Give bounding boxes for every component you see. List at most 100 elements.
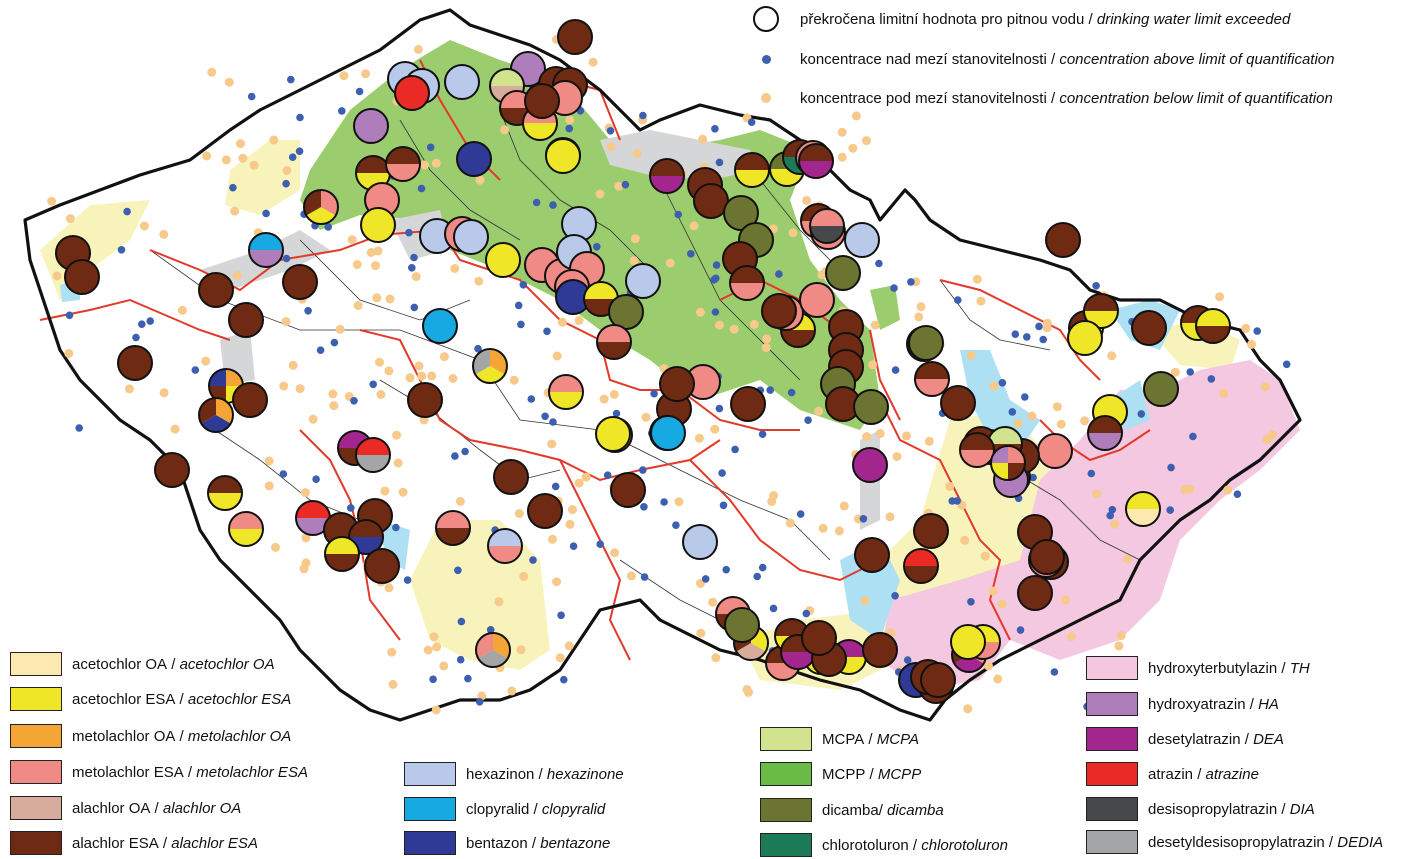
below-loq-dot (232, 271, 242, 280)
pie-slice (660, 367, 694, 401)
sample-pie (524, 83, 560, 119)
above-loq-dot (569, 542, 578, 550)
below-loq-dot (1262, 434, 1272, 444)
below-loq-dot (1052, 402, 1062, 412)
below-loq-dot (439, 661, 449, 671)
pie-outline (64, 259, 100, 295)
sample-pie (809, 208, 845, 244)
below-loq-dot (413, 44, 423, 54)
legend-label-en: DEA (1253, 730, 1284, 748)
pie-outline (360, 207, 396, 243)
below-loq-dot (993, 674, 1003, 684)
below-loq-dot (47, 196, 57, 206)
below-loq-dot (159, 229, 169, 239)
legend-label: acetochlor ESA (72, 690, 176, 708)
above-loq-dot (1039, 335, 1047, 344)
pie-outline (852, 447, 888, 483)
pie-slice (556, 280, 590, 314)
below-loq-dot (581, 472, 591, 482)
above-loq-dot (146, 317, 154, 325)
sample-pie (950, 624, 986, 660)
above-loq-dot (410, 303, 419, 312)
pie-slice (800, 283, 834, 317)
pie-outline (364, 548, 400, 584)
pie-slice (155, 453, 189, 487)
pie-slice (597, 325, 631, 342)
pie-slice (915, 379, 949, 396)
pie-outline (809, 208, 845, 244)
pie-slice (1068, 321, 1102, 355)
pie-slice (118, 346, 152, 380)
pie-slice (1126, 509, 1160, 526)
pie-slice (914, 514, 948, 548)
pie-outline (324, 536, 360, 572)
above-loq-dot (804, 416, 812, 425)
pie-outline (908, 325, 944, 361)
above-loq-dot (674, 210, 682, 219)
below-loq-dot (387, 647, 397, 657)
legend-label-en: HA (1258, 695, 1279, 713)
below-loq-dot (862, 432, 872, 442)
pie-slice (731, 387, 765, 421)
below-loq-dot (1056, 419, 1066, 429)
pie-slice (724, 196, 758, 230)
pie-slice (229, 303, 263, 337)
above-loq-dot (891, 592, 899, 600)
below-loq-dot (236, 139, 245, 149)
sample-pie (1131, 310, 1167, 346)
pie-slice (349, 520, 383, 537)
sample-pie (913, 513, 949, 549)
pie-slice (361, 208, 395, 242)
pie-slice (209, 369, 226, 386)
pie-outline (734, 152, 770, 188)
legend-label-en: metolachlor OA (187, 727, 292, 745)
below-loq-dot (868, 360, 878, 370)
above-loq-dot (593, 243, 601, 251)
above-loq-dot (603, 471, 612, 480)
swatch-acetochlor-oa (10, 652, 62, 676)
legend-item: atrazin / atrazine (1086, 762, 1259, 786)
below-loq-dot (785, 518, 795, 528)
below-loq-dot (710, 424, 720, 434)
below-loq-dot (494, 597, 504, 607)
legend-label: MCPA (822, 730, 865, 748)
below-loq-dot (1185, 484, 1195, 494)
pie-slice (915, 362, 949, 379)
below-loq-dot (848, 143, 858, 153)
below-loq-dot (514, 509, 524, 518)
pie-outline (1029, 539, 1065, 575)
area-gray-north (600, 130, 760, 180)
below-loq-dot (588, 57, 598, 67)
pie-outline (472, 348, 508, 384)
legend-label: metolachlor ESA (72, 763, 184, 781)
legend-label-en: hexazinone (546, 765, 624, 783)
pie-slice (488, 546, 522, 563)
sample-pie (303, 189, 339, 225)
sample-pie (527, 493, 563, 529)
sample-pie (729, 265, 765, 301)
above-loq-dot (1011, 330, 1020, 339)
below-loq-dot (694, 433, 704, 443)
below-loq-dot (1013, 419, 1023, 428)
above-loq-dot (543, 327, 551, 336)
below-loq-dot (432, 642, 442, 652)
above-loq-dot (1253, 327, 1261, 335)
legend-item: hydroxyatrazin / HA (1086, 692, 1279, 716)
pie-slice (735, 153, 769, 170)
legend-label: hydroxyatrazin (1148, 695, 1246, 713)
pie-slice (457, 142, 491, 176)
below-loq-dot (972, 274, 982, 284)
pie-slice (921, 663, 955, 697)
above-loq-dot (1167, 463, 1175, 472)
above-loq-dot (890, 284, 898, 292)
below-loq-dot (564, 641, 574, 651)
above-loq-dot (457, 617, 466, 626)
pie-outline (724, 607, 760, 643)
above-loq-dot (802, 609, 811, 618)
below-loq-dot (547, 439, 557, 449)
legend-item: MCPA / MCPA (760, 727, 919, 751)
pie-slice (199, 273, 233, 307)
pie-slice (229, 529, 263, 546)
pie-slice (730, 283, 764, 300)
pie-outline (353, 108, 389, 144)
